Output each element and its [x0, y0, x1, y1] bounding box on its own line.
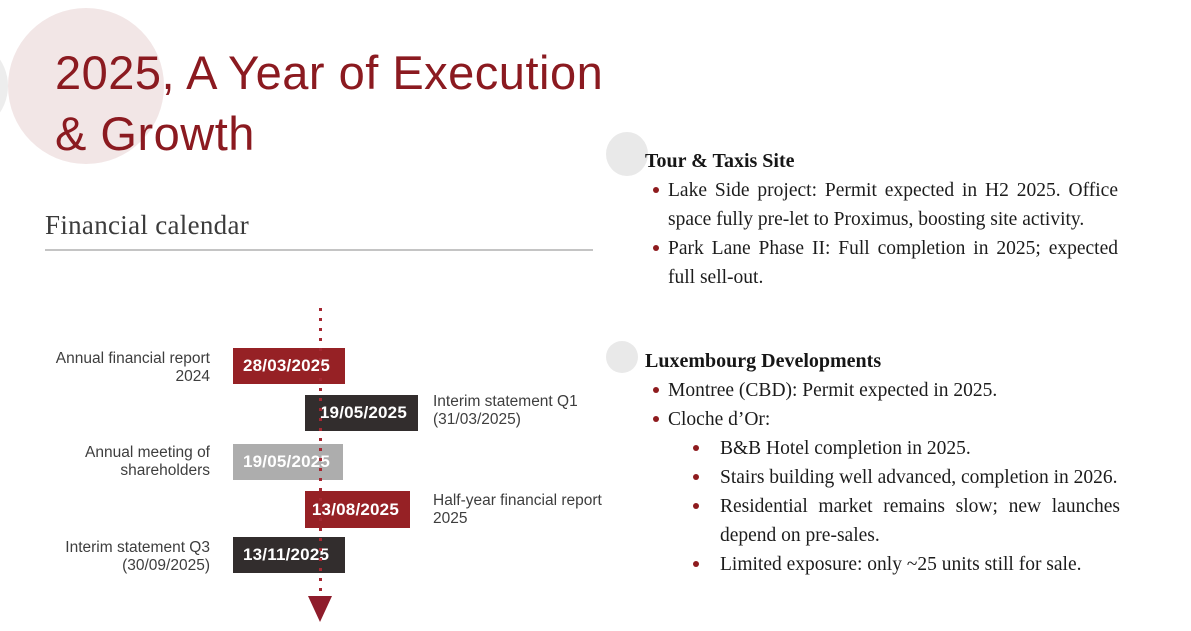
list-item-text: Limited exposure: only ~25 units still f… [720, 554, 1082, 575]
list-item: Montree (CBD): Permit expected in 2025. [645, 376, 1118, 405]
timeline-label: Annual meeting of shareholders [50, 444, 210, 479]
page-title-line2: & Growth [55, 107, 255, 160]
page-title: 2025, A Year of Execution & Growth [55, 42, 755, 164]
bullet-list: Montree (CBD): Permit expected in 2025. … [645, 376, 1121, 579]
section-heading: Luxembourg Developments [645, 350, 882, 372]
timeline-arrow-icon [308, 596, 332, 622]
list-item-text: Cloche d’Or: [668, 409, 771, 430]
timeline-label-line: Interim statement Q1 [433, 393, 578, 410]
bullet-icon [693, 474, 699, 480]
list-item: Cloche d’Or: [645, 405, 1118, 434]
bullet-icon [653, 187, 659, 193]
timeline-label-line: (31/03/2025) [433, 410, 521, 428]
timeline-date: 13/11/2025 [243, 545, 330, 564]
timeline-label-line: Half-year financial report [433, 492, 602, 509]
bullet-icon [693, 503, 699, 509]
list-item-text: Stairs building well advanced, completio… [720, 467, 1118, 488]
timeline-date-box: 13/08/2025 [305, 491, 410, 528]
bullet-icon [653, 245, 659, 251]
financial-calendar-timeline: Annual financial report 2024 28/03/2025 … [50, 308, 608, 622]
timeline-date: 19/05/2025 [319, 403, 407, 422]
timeline-label-line: Interim statement Q3 [65, 539, 210, 556]
timeline-label: Annual financial report 2024 [50, 350, 210, 385]
timeline-date: 19/05/2025 [243, 452, 331, 471]
decorative-circle-tour [606, 132, 648, 176]
timeline-label-line: 2024 [175, 367, 210, 385]
list-item-text: Lake Side project: Permit expected in H2… [668, 180, 1118, 230]
timeline-dotted-axis [319, 308, 322, 598]
timeline-label-line: Annual financial report [55, 350, 210, 367]
timeline-label-line: shareholders [120, 461, 210, 479]
bullet-list: Lake Side project: Permit expected in H2… [645, 176, 1121, 292]
timeline-date: 13/08/2025 [311, 499, 399, 519]
timeline-date-box: 19/05/2025 [233, 444, 343, 480]
list-item: Limited exposure: only ~25 units still f… [645, 550, 1120, 579]
list-item: Stairs building well advanced, completio… [645, 463, 1120, 492]
section-tour-taxis: Tour & Taxis Site Lake Side project: Per… [645, 147, 1121, 292]
timeline-label-line: (30/09/2025) [122, 556, 210, 574]
list-item-text: Residential market remains slow; new lau… [720, 496, 1120, 546]
timeline-date-box: 13/11/2025 [233, 537, 345, 573]
section-heading: Tour & Taxis Site [645, 150, 795, 172]
list-item: Park Lane Phase II: Full completion in 2… [645, 234, 1118, 292]
decorative-circle-pink [8, 8, 164, 164]
bullet-icon [693, 561, 699, 567]
decorative-circle-edge [0, 38, 8, 134]
bullet-icon [693, 445, 699, 451]
timeline-date-box: 19/05/2025 [305, 395, 418, 431]
page-title-line1: 2025, A Year of Execution [55, 46, 604, 99]
financial-calendar-divider [45, 249, 593, 251]
list-item: B&B Hotel completion in 2025. [645, 434, 1120, 463]
section-luxembourg: Luxembourg Developments Montree (CBD): P… [645, 347, 1121, 579]
timeline-label: Interim statement Q3 (30/09/2025) [50, 539, 210, 574]
list-item-text: Montree (CBD): Permit expected in 2025. [668, 380, 998, 401]
decorative-circle-lux [606, 341, 638, 373]
financial-calendar-heading: Financial calendar [45, 210, 250, 240]
timeline-date-box: 28/03/2025 [233, 348, 345, 384]
list-item: Lake Side project: Permit expected in H2… [645, 176, 1118, 234]
list-item-text: Park Lane Phase II: Full completion in 2… [668, 238, 1118, 288]
bullet-icon [653, 416, 659, 422]
bullet-icon [653, 387, 659, 393]
list-item: Residential market remains slow; new lau… [645, 492, 1120, 550]
list-item-text: B&B Hotel completion in 2025. [720, 438, 971, 459]
timeline-label-line: Annual meeting of [85, 444, 210, 461]
timeline-label-line: 2025 [433, 509, 468, 527]
timeline-label: Half-year financial report 2025 [433, 492, 608, 527]
timeline-label: Interim statement Q1 (31/03/2025) [433, 393, 608, 428]
timeline-date: 28/03/2025 [243, 356, 331, 375]
